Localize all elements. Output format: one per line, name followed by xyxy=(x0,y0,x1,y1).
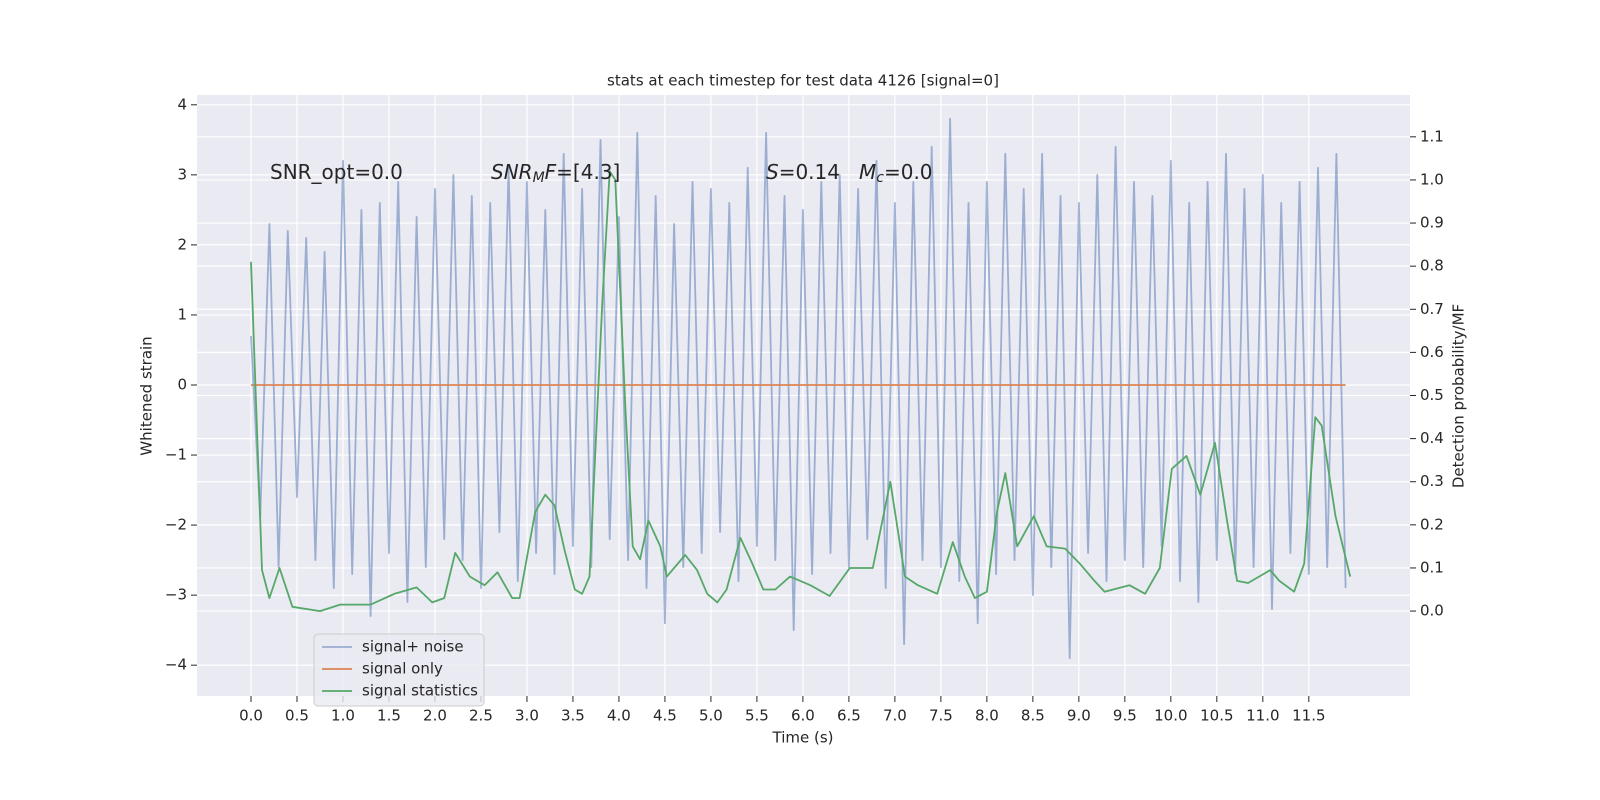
x-tick-label: 5.0 xyxy=(699,707,723,725)
y-tick-label: −2 xyxy=(165,516,187,534)
y2-tick-label: 0.4 xyxy=(1420,429,1444,447)
y2-tick-label: 0.5 xyxy=(1420,386,1444,404)
x-tick-label: 10.0 xyxy=(1154,707,1187,725)
legend-box xyxy=(313,633,485,707)
x-tick-label: 7.5 xyxy=(929,707,953,725)
annotation-part: =0.0 xyxy=(884,160,933,184)
y2-tick-label: 0.6 xyxy=(1420,343,1444,361)
x-tick-label: 1.0 xyxy=(331,707,355,725)
x-tick-label: 11.0 xyxy=(1246,707,1279,725)
y2-tick-label: 1.1 xyxy=(1420,127,1444,145)
legend-label: signal only xyxy=(362,660,443,678)
y2-tick-label: 0.9 xyxy=(1420,214,1444,232)
labels: 0.0 0.5 1.0 1.5 2.0 2.5 3.0 3.5 4.0 4.5 5.0 5.5 6.0 6… xyxy=(165,95,1444,724)
y2-tick-label: 0.2 xyxy=(1420,515,1444,533)
annotation-part: M xyxy=(533,170,545,186)
x-tick-label: 8.0 xyxy=(975,707,999,725)
annotation: Mc=0.0 xyxy=(859,160,933,187)
y-tick-label: −4 xyxy=(165,656,187,674)
marks xyxy=(250,117,1352,660)
x-tick-label: 4.5 xyxy=(653,707,677,725)
y-tick-label: 1 xyxy=(177,305,187,323)
annotation: S=0.14 xyxy=(766,160,840,184)
y-tick-label: −1 xyxy=(165,446,187,464)
annotation-part: SNR_opt=0.0 xyxy=(270,160,403,184)
legend-label: signal+ noise xyxy=(362,638,464,656)
x-tick-label: 1.5 xyxy=(377,707,401,725)
x-tick-label: 7.0 xyxy=(883,707,907,725)
x-tick-label: 10.5 xyxy=(1200,707,1233,725)
x-tick-label: 6.0 xyxy=(791,707,815,725)
x-axis-label: Time (s) xyxy=(772,729,834,747)
y2-tick-label: 0.1 xyxy=(1420,558,1444,576)
y-tick-label: 4 xyxy=(177,95,187,113)
annotation: SNR_opt=0.0 xyxy=(270,160,403,184)
x-tick-label: 9.0 xyxy=(1067,707,1091,725)
y2-tick-label: 0.3 xyxy=(1420,472,1444,490)
y2-axis-label: Detection probability/MF xyxy=(1450,304,1468,488)
x-tick-label: 8.5 xyxy=(1021,707,1045,725)
annotation-part: =0.14 xyxy=(779,160,840,184)
series-line xyxy=(250,170,1352,612)
x-tick-label: 2.0 xyxy=(423,707,447,725)
x-tick-label: 3.0 xyxy=(515,707,539,725)
annotation: SNRMF=[4.3] xyxy=(491,160,620,187)
series-line xyxy=(250,117,1347,660)
y2-tick-label: 0.7 xyxy=(1420,300,1444,318)
y-tick-label: 0 xyxy=(177,375,187,393)
x-tick-label: 9.5 xyxy=(1113,707,1137,725)
y-axis-label: Whitened strain xyxy=(138,336,156,455)
x-tick-label: 6.5 xyxy=(837,707,861,725)
y2-tick-label: 0.0 xyxy=(1420,602,1444,620)
y2-tick-label: 0.8 xyxy=(1420,257,1444,275)
annotation-part: F xyxy=(545,160,557,184)
y-tick-label: 2 xyxy=(177,235,187,253)
y-tick-label: −3 xyxy=(165,586,187,604)
annotation-part: SNR xyxy=(491,160,533,184)
chart-title: stats at each timestep for test data 412… xyxy=(607,72,999,90)
x-tick-label: 0.0 xyxy=(239,707,263,725)
annotation-part: M xyxy=(859,160,876,184)
x-tick-label: 3.5 xyxy=(561,707,585,725)
legend-label: signal statistics xyxy=(362,682,478,700)
x-tick-label: 2.5 xyxy=(469,707,493,725)
x-tick-label: 5.5 xyxy=(745,707,769,725)
annotation-part: S xyxy=(766,160,779,184)
annotation-part: =[4.3] xyxy=(556,160,620,184)
x-tick-label: 11.5 xyxy=(1292,707,1325,725)
x-tick-label: 4.0 xyxy=(607,707,631,725)
y2-tick-label: 1.0 xyxy=(1420,170,1444,188)
annotation-part: c xyxy=(876,170,884,186)
x-tick-label: 0.5 xyxy=(285,707,309,725)
y-tick-label: 3 xyxy=(177,165,187,183)
